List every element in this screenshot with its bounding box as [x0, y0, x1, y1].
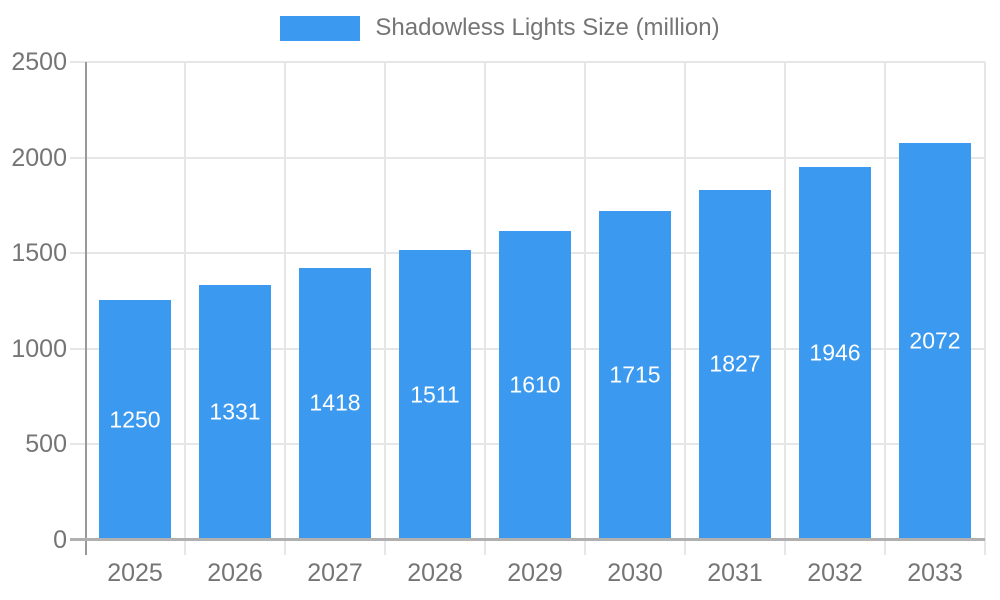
vertical-gridline [984, 62, 986, 555]
y-axis-labels: 0 500 1000 1500 2000 2500 [0, 48, 67, 554]
y-tick-label: 1000 [11, 334, 67, 363]
bar-value-label: 1946 [809, 339, 861, 366]
vertical-gridline [484, 62, 486, 555]
y-tick-label: 1500 [11, 239, 67, 268]
bar-value-label: 1418 [309, 389, 361, 416]
bar-value-label: 1827 [709, 350, 761, 377]
vertical-gridline [384, 62, 386, 555]
vertical-gridline [184, 62, 186, 555]
bar-2029[interactable]: 1610 [499, 231, 571, 539]
horizontal-gridline [70, 61, 985, 63]
bar-value-label: 2072 [909, 327, 961, 354]
y-tick-label: 2000 [11, 143, 67, 172]
bar-value-label: 1511 [410, 381, 460, 408]
y-tick-label: 0 [53, 526, 67, 554]
y-tick-label: 2500 [11, 48, 67, 76]
x-tick-label: 2027 [307, 559, 363, 587]
vertical-gridline [784, 62, 786, 555]
legend[interactable]: Shadowless Lights Size (million) [0, 14, 1000, 42]
horizontal-gridline [70, 156, 985, 159]
bar-2030[interactable]: 1715 [599, 211, 671, 539]
x-tick-label: 2030 [607, 559, 663, 587]
legend-swatch [280, 15, 361, 41]
x-tick-label: 2031 [707, 559, 763, 587]
legend-label: Shadowless Lights Size (million) [375, 14, 720, 41]
bar-value-label: 1250 [109, 406, 161, 432]
y-tick-label: 500 [25, 430, 67, 459]
vertical-gridline [684, 62, 686, 555]
x-tick-label: 2033 [907, 559, 963, 587]
x-tick-label: 2026 [207, 559, 263, 587]
bar-2027[interactable]: 1418 [299, 267, 371, 539]
bar-value-label: 1331 [209, 398, 261, 425]
bar-2031[interactable]: 1827 [699, 189, 771, 539]
bar-value-label: 1715 [609, 361, 661, 388]
bar-2026[interactable]: 1331 [199, 284, 271, 539]
x-axis-line [70, 538, 985, 541]
x-tick-label: 2025 [107, 559, 163, 587]
bar-2033[interactable]: 2072 [899, 142, 971, 539]
bar-2028[interactable]: 1511 [399, 250, 471, 539]
plot-area: 1250 1331 1418 1511 1610 1715 1827 1946 2072 [70, 61, 986, 555]
x-axis-labels: 2025 2026 2027 2028 2029 2030 2031 2032 2033 [85, 558, 985, 590]
x-tick-label: 2029 [507, 559, 563, 587]
vertical-gridline [284, 62, 286, 555]
vertical-gridline [884, 62, 886, 555]
y-axis-line [85, 62, 87, 555]
x-tick-label: 2028 [407, 559, 463, 587]
vertical-gridline [584, 62, 586, 555]
bar-2025[interactable]: 1250 [99, 300, 171, 539]
bar-2032[interactable]: 1946 [799, 166, 871, 539]
x-tick-label: 2032 [807, 559, 863, 587]
bar-value-label: 1610 [509, 371, 561, 398]
